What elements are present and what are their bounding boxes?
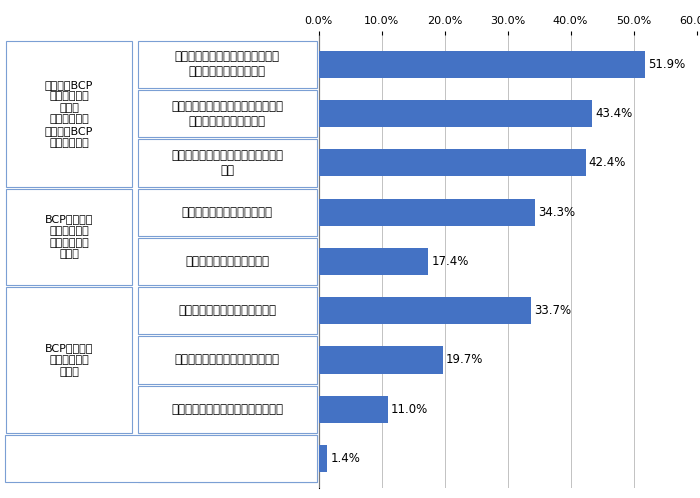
FancyBboxPatch shape: [138, 139, 316, 187]
Text: 策定に必要なノウハウが不十分: 策定に必要なノウハウが不十分: [178, 304, 276, 317]
Text: 11.0%: 11.0%: [391, 403, 428, 416]
Bar: [318, 396, 388, 423]
Text: 1.4%: 1.4%: [330, 452, 360, 465]
FancyBboxPatch shape: [6, 41, 132, 187]
FancyBboxPatch shape: [5, 435, 317, 482]
Bar: [318, 51, 645, 78]
Text: 外部からの調達・供給ができなけ
れば事業継続できない等: 外部からの調達・供給ができなけ れば事業継続できない等: [175, 50, 279, 78]
Bar: [318, 445, 328, 472]
Text: 単一拠点で事業を行っており、代替
となる自社拠点がない等: 単一拠点で事業を行っており、代替 となる自社拠点がない等: [171, 100, 283, 127]
FancyBboxPatch shape: [138, 41, 316, 88]
Bar: [318, 248, 428, 275]
FancyBboxPatch shape: [138, 435, 316, 482]
Text: 51.9%: 51.9%: [649, 58, 686, 71]
Bar: [318, 100, 592, 127]
FancyBboxPatch shape: [138, 385, 316, 433]
FancyBboxPatch shape: [138, 90, 316, 137]
FancyBboxPatch shape: [138, 287, 316, 334]
Text: 代替要員を配備するだけの余裕がな
い等: 代替要員を配備するだけの余裕がな い等: [171, 149, 283, 177]
FancyBboxPatch shape: [6, 287, 132, 433]
Text: 策定に必要な検討要員が割けない: 策定に必要な検討要員が割けない: [175, 354, 279, 367]
Text: 策定に必要な資金・予算が足りない: 策定に必要な資金・予算が足りない: [171, 403, 283, 416]
FancyBboxPatch shape: [138, 189, 316, 236]
Text: 33.7%: 33.7%: [534, 304, 571, 317]
Text: 19.7%: 19.7%: [446, 354, 483, 367]
Text: BCPを策定す
ることに対す
る課題: BCPを策定す ることに対す る課題: [45, 343, 93, 376]
Text: 17.4%: 17.4%: [431, 255, 468, 268]
Bar: [318, 199, 535, 226]
FancyBboxPatch shape: [138, 238, 316, 285]
Text: その他: その他: [217, 452, 238, 465]
Bar: [318, 149, 586, 176]
Text: 34.3%: 34.3%: [538, 206, 575, 219]
Bar: [318, 347, 442, 374]
Text: 42.4%: 42.4%: [589, 156, 626, 169]
FancyBboxPatch shape: [6, 189, 132, 285]
Text: 社内要員の取組み意識が希薄: 社内要員の取組み意識が希薄: [182, 206, 272, 219]
Text: 経営層の取組み意識が希薄: 経営層の取組み意識が希薄: [185, 255, 269, 268]
FancyBboxPatch shape: [138, 336, 316, 383]
Text: その他: その他: [150, 452, 172, 465]
Text: BCP策定・運
用に対するコ
ミットメント
の課題: BCP策定・運 用に対するコ ミットメント の課題: [45, 215, 93, 259]
Text: 策定したBCP
に対する構造
的課題
（自社単独で
策定するBCP
自体に限界）: 策定したBCP に対する構造 的課題 （自社単独で 策定するBCP 自体に限界）: [45, 80, 93, 148]
Text: 43.4%: 43.4%: [595, 107, 632, 120]
Bar: [318, 297, 531, 324]
